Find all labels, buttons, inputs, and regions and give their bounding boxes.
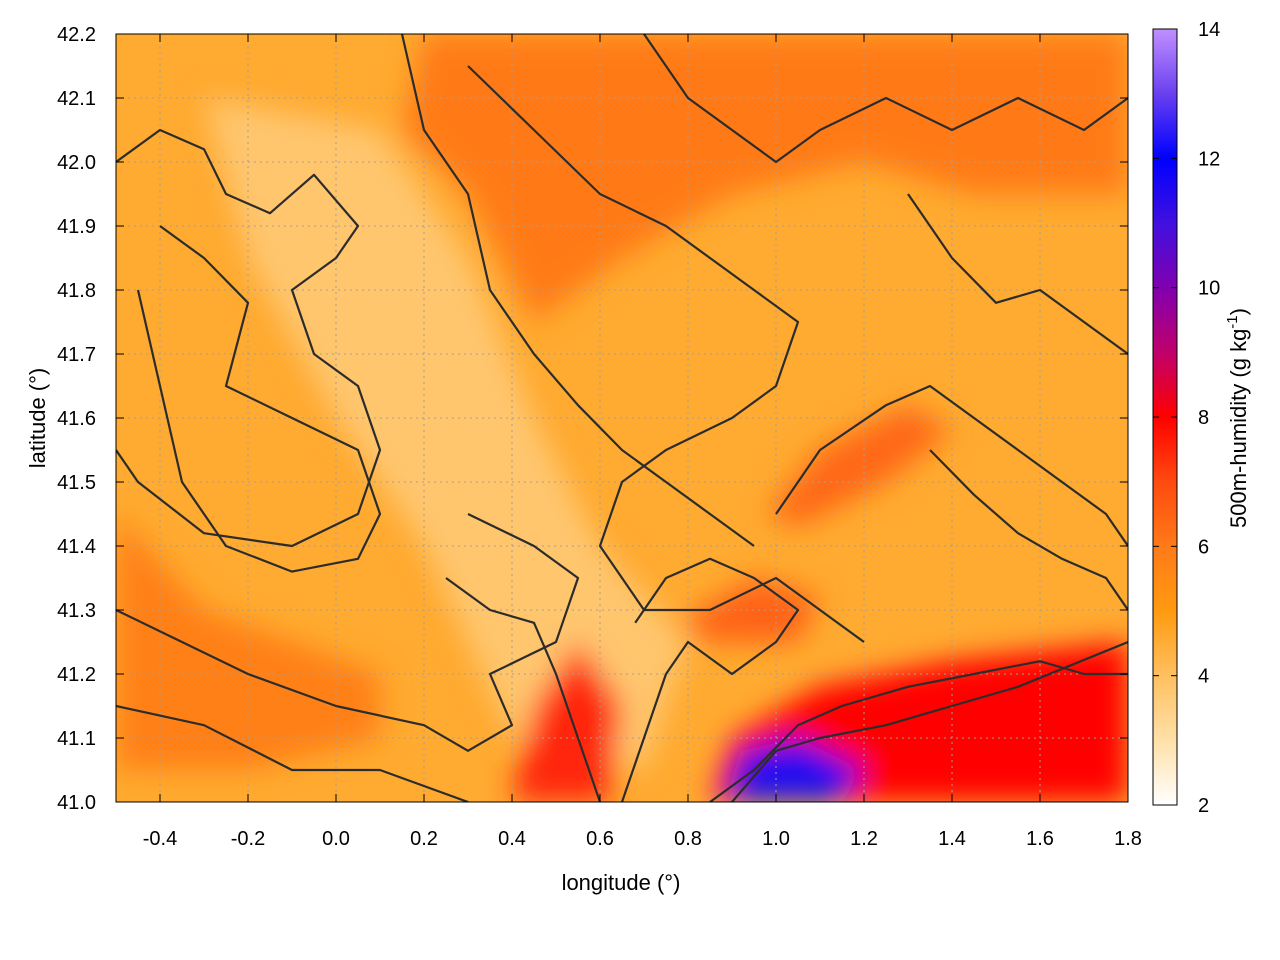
y-tick-label: 41.1 — [57, 728, 96, 750]
contour-line — [709, 660, 1128, 802]
y-tick-label: 41.3 — [57, 600, 96, 622]
y-tick-label: 41.2 — [57, 664, 96, 686]
contour-line — [929, 449, 1128, 611]
contour-line — [643, 34, 1128, 164]
colorbar-tick-label: 2 — [1198, 795, 1209, 817]
x-tick-label: 1.4 — [938, 828, 966, 850]
y-tick-label: 41.9 — [57, 216, 96, 238]
x-tick-label: -0.4 — [143, 828, 177, 850]
contour-line — [400, 34, 755, 547]
contour-line — [136, 225, 382, 573]
x-tick-label: 0.0 — [322, 828, 350, 850]
field-region-very-wet-core — [723, 738, 864, 802]
contour-line — [731, 640, 1128, 802]
x-tick-label: 1.0 — [762, 828, 790, 850]
field-region-moist-patch-center — [679, 578, 820, 642]
y-axis-title: latitude (°) — [25, 368, 50, 469]
colorbar-ticks: 2 4 6 8 10 12 14 — [1153, 19, 1220, 817]
plot-area — [115, 33, 1129, 803]
colorbar-tick-label: 4 — [1198, 666, 1209, 688]
y-tick-label: 42.2 — [57, 24, 96, 46]
x-tick-label: 1.2 — [850, 828, 878, 850]
contour-line — [116, 704, 469, 802]
y-tick-label: 41.6 — [57, 408, 96, 430]
colorbar-tick-label: 10 — [1198, 278, 1220, 300]
contour-lines — [116, 34, 1128, 802]
y-axis: 41.0 41.1 41.2 41.3 41.4 41.5 41.6 41.7 41.8 41.9… — [57, 24, 1128, 814]
colorbar-tick-label: 6 — [1198, 536, 1209, 558]
y-tick-label: 42.1 — [57, 88, 96, 110]
field-region-moist-north — [402, 34, 1128, 322]
contour-line — [907, 193, 1128, 355]
y-tick-label: 41.4 — [57, 536, 96, 558]
colorbar-tick-label: 14 — [1198, 19, 1220, 41]
x-tick-label: 0.4 — [498, 828, 526, 850]
contour-line — [445, 577, 602, 802]
x-axis-title: longitude (°) — [562, 870, 681, 895]
y-tick-label: 41.0 — [57, 792, 96, 814]
grid-lines — [116, 33, 1129, 803]
field-region-moist-ridge-east — [767, 405, 952, 527]
contour-line — [116, 513, 580, 752]
y-tick-label: 41.8 — [57, 280, 96, 302]
field-region-wet-south-center — [512, 642, 622, 802]
y-tick-label: 41.7 — [57, 344, 96, 366]
x-tick-label: -0.2 — [231, 828, 265, 850]
x-tick-label: 0.8 — [674, 828, 702, 850]
colorbar-tick-label: 8 — [1198, 407, 1209, 429]
colorbar-title: 500m-humidity (g kg-1) — [1224, 308, 1251, 528]
colorbar: 2 4 6 8 10 12 14 500m-humidity (g kg-1) — [1152, 19, 1251, 817]
x-tick-label: 1.8 — [1114, 828, 1142, 850]
contour-line — [116, 128, 382, 548]
y-tick-label: 42.0 — [57, 152, 96, 174]
contour-line — [775, 384, 1128, 547]
colorbar-tick-label: 12 — [1198, 148, 1220, 170]
x-tick-label: 1.6 — [1026, 828, 1054, 850]
y-tick-label: 41.5 — [57, 472, 96, 494]
contour-line — [620, 557, 800, 802]
contour-line — [467, 65, 865, 643]
x-axis: -0.4 -0.2 0.0 0.2 0.4 0.6 0.8 1.0 1.2 1.4 1.6 1.8 — [143, 34, 1142, 850]
x-tick-label: 0.6 — [586, 828, 614, 850]
x-tick-label: 0.2 — [410, 828, 438, 850]
